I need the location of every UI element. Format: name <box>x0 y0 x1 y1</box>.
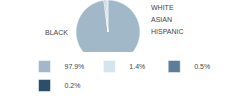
svg-text:WHITE: WHITE <box>151 4 174 11</box>
svg-text:1.4%: 1.4% <box>129 63 145 70</box>
svg-text:0.5%: 0.5% <box>194 63 210 70</box>
svg-text:ASIAN: ASIAN <box>151 16 172 23</box>
svg-text:HISPANIC: HISPANIC <box>151 28 184 35</box>
svg-text:0.2%: 0.2% <box>65 82 81 89</box>
svg-text:BLACK: BLACK <box>45 29 68 36</box>
svg-text:97.9%: 97.9% <box>65 63 85 70</box>
